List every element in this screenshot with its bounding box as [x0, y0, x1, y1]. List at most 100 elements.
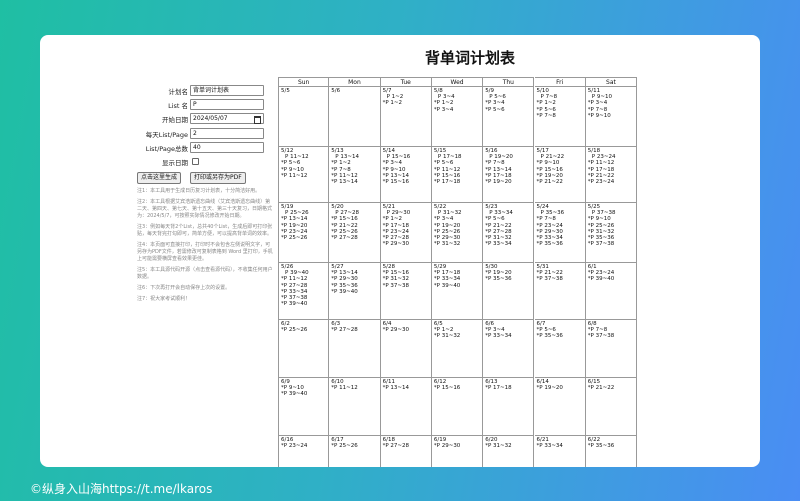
plan-line: *P 3~4: [587, 100, 608, 107]
plan-line: *P 35~36: [587, 443, 615, 450]
plan-line: *P 23~24: [281, 443, 308, 450]
day-cell: 6/9 *P 9~10 *P 39~40: [278, 378, 330, 436]
plan-line: *P 3~4: [485, 100, 505, 107]
day-cell: 5/25 P 37~38 *P 9~10 *P 25~26 *P 31~32 *P 35~…: [585, 203, 638, 263]
day-date: 6/2: [281, 321, 290, 327]
day-date: 6/22: [587, 437, 601, 443]
weekday-header: Wed: [431, 77, 484, 87]
day-cell: 6/2 *P 25~26: [278, 320, 330, 378]
day-cell: 5/28 *P 15~16 *P 31~32 *P 37~38: [380, 263, 432, 320]
plan-line: *P 25~26: [281, 235, 308, 242]
text-input[interactable]: 40: [190, 142, 264, 153]
day-cell: 6/20 *P 31~32: [483, 436, 535, 467]
day-cell: 6/17 *P 25~26: [329, 436, 381, 467]
note: 注2：本工具根据艾宾浩斯遗忘曲线（艾宾浩斯遗忘曲线）第二天、第四天、第七天、第十…: [137, 199, 273, 219]
plan-line: *P 3~4: [485, 327, 505, 334]
day-cell: 5/23 P 33~34 *P 5~6 *P 21~22 *P 27~28 *P 31~3…: [483, 203, 535, 263]
plan-line: *P 7~8: [587, 106, 608, 113]
day-cell: 5/11 P 9~10 *P 3~4 *P 7~8 *P 9~10: [585, 87, 638, 147]
day-date: 6/11: [382, 379, 395, 385]
plan-line: *P 19~20: [433, 222, 461, 229]
plan-line: *P 25~26: [281, 327, 308, 334]
field-label: 显示日期: [162, 159, 188, 167]
day-date: 5/19: [281, 204, 294, 210]
plan-line: *P 5~6: [485, 216, 505, 223]
day-date: 5/25: [587, 204, 601, 210]
day-cell: 5/21 P 29~30 *P 1~2 *P 17~18 *P 23~24 *P 27~2…: [380, 203, 432, 263]
text-input[interactable]: P: [190, 99, 264, 110]
text-input[interactable]: 2024/05/07: [190, 113, 264, 124]
plan-line: *P 39~40: [281, 301, 308, 308]
plan-line: *P 23~24: [382, 228, 410, 235]
plan-line: *P 27~28: [281, 282, 308, 289]
day-date: 6/10: [331, 379, 344, 385]
day-cell: 5/29 *P 17~18 *P 33~34 *P 39~40: [431, 263, 484, 320]
day-cell: 5/8 P 3~4 *P 1~2 *P 3~4: [431, 87, 484, 147]
day-date: 5/9: [485, 88, 495, 94]
plan-line: *P 11~12: [331, 172, 358, 179]
plan-line: *P 23~24: [536, 222, 563, 229]
day-cell: 6/14 *P 19~20: [534, 378, 586, 436]
plan-line: *P 7~8: [587, 327, 608, 334]
day-date: 5/6: [331, 88, 341, 94]
plan-line: *P 35~36: [485, 276, 512, 283]
text-input[interactable]: 2: [190, 128, 264, 139]
generate-button[interactable]: 点击这里生成: [137, 172, 182, 184]
plan-line: *P 31~32: [587, 228, 615, 235]
day-cell: 5/19 P 25~26 *P 13~14 *P 19~20 *P 23~24 *P 25…: [278, 203, 330, 263]
plan-line: *P 7~8: [331, 166, 351, 173]
plan-line: P 11~12: [285, 154, 309, 161]
weekday-header: Fri: [534, 77, 586, 87]
day-cell: 5/15 P 17~18 *P 5~6 *P 11~12 *P 15~16 *P 17~1…: [431, 147, 484, 203]
plan-line: *P 11~12: [433, 166, 461, 173]
day-date: 6/20: [485, 437, 498, 443]
day-cell: 6/16 *P 23~24: [278, 436, 330, 467]
field-label: 开始日期: [162, 116, 188, 124]
plan-line: *P 11~12: [281, 172, 308, 179]
day-cell: 5/5: [278, 87, 330, 147]
plan-line: *P 9~10: [536, 160, 560, 167]
plan-line: *P 1~2: [433, 100, 454, 107]
plan-line: *P 17~18: [433, 270, 461, 277]
plan-line: P 17~18: [437, 154, 462, 161]
note: 注1：本工具用于生成日历复习计划表，十分简洁好用。: [137, 188, 261, 194]
weekday-header: Sun: [278, 77, 330, 87]
calendar-icon[interactable]: [254, 116, 261, 124]
print-button[interactable]: 打印或另存为PDF: [190, 172, 246, 184]
plan-line: *P 13~14: [331, 179, 358, 186]
card: 背单词计划表 计划名 背单词计划表 List 名 P 开始日期 2024/05/07 每天L…: [40, 35, 760, 467]
day-date: 5/15: [433, 148, 447, 154]
plan-line: *P 11~12: [587, 160, 615, 167]
plan-line: P 31~32: [437, 210, 462, 217]
plan-line: *P 27~28: [485, 228, 512, 235]
day-cell: 5/10 P 7~8 *P 1~2 *P 5~6 *P 7~8: [534, 87, 586, 147]
day-cell: 5/24 P 35~36 *P 7~8 *P 23~24 *P 29~30 *P 33~3…: [534, 203, 586, 263]
plan-line: *P 15~16: [433, 385, 461, 392]
plan-line: *P 7~8: [485, 160, 505, 167]
plan-line: *P 5~6: [536, 327, 556, 334]
plan-line: *P 19~20: [536, 172, 563, 179]
text-input[interactable]: 背单词计划表: [190, 85, 264, 96]
plan-line: *P 1~2: [382, 216, 403, 223]
plan-line: *P 21~22: [485, 222, 512, 229]
plan-line: *P 31~32: [433, 241, 461, 248]
day-date: 6/4: [382, 321, 392, 327]
day-date: 5/21: [382, 204, 395, 210]
plan-line: P 15~16: [386, 154, 411, 161]
day-cell: 6/15 *P 21~22: [585, 378, 638, 436]
plan-line: P 21~22: [540, 154, 565, 161]
day-date: 6/1: [587, 264, 597, 270]
weekday-header: Thu: [483, 77, 535, 87]
plan-line: *P 21~22: [536, 179, 563, 186]
plan-line: P 1~2: [386, 94, 404, 101]
plan-line: *P 21~22: [536, 270, 563, 277]
plan-line: *P 39~40: [281, 391, 308, 398]
plan-line: *P 5~6: [281, 160, 301, 167]
plan-line: *P 33~34: [281, 288, 308, 295]
checkbox[interactable]: [192, 158, 199, 165]
plan-line: *P 39~40: [587, 276, 615, 283]
plan-line: *P 9~10: [281, 166, 304, 173]
plan-line: *P 21~22: [331, 222, 358, 229]
day-cell: 6/8 *P 7~8 *P 37~38: [585, 320, 638, 378]
